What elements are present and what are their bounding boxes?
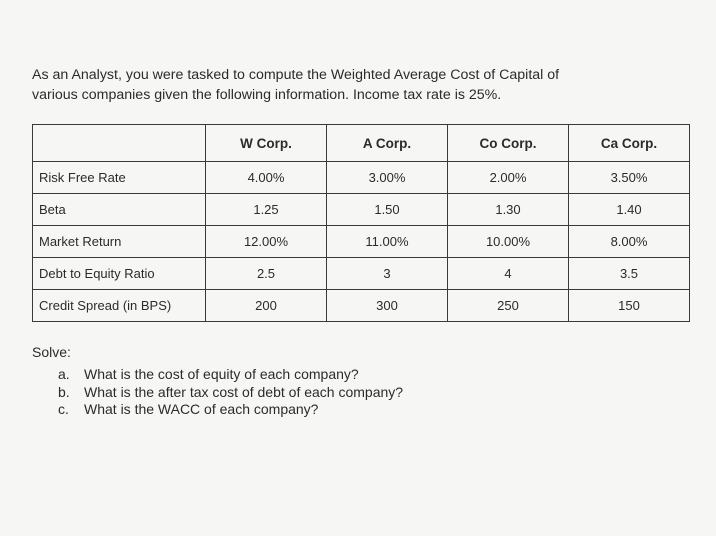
question-marker: b. xyxy=(58,383,70,400)
table-row: Market Return 12.00% 11.00% 10.00% 8.00% xyxy=(32,225,690,258)
question-text: What is the after tax cost of debt of ea… xyxy=(84,383,404,400)
problem-statement-line-1: As an Analyst, you were tasked to comput… xyxy=(32,67,560,83)
table-cell: 1.25 xyxy=(205,193,327,226)
table-cell: 3.00% xyxy=(326,161,448,194)
table-cell: 3.5 xyxy=(568,257,690,290)
company-data-table: W Corp. A Corp. Co Corp. Ca Corp. Risk F… xyxy=(32,124,690,322)
table-cell: 1.40 xyxy=(568,193,690,226)
table-cell: 1.30 xyxy=(447,193,569,226)
list-item: b. What is the after tax cost of debt of… xyxy=(58,384,403,402)
table-row: Risk Free Rate 4.00% 3.00% 2.00% 3.50% xyxy=(32,161,690,194)
header-a-corp: A Corp. xyxy=(326,124,448,162)
table-cell: 4.00% xyxy=(205,161,327,194)
table-cell: 200 xyxy=(205,289,327,322)
question-marker: c. xyxy=(58,401,69,417)
row-label: Credit Spread (in BPS) xyxy=(32,289,206,322)
row-label: Beta xyxy=(32,193,206,226)
solve-heading: Solve: xyxy=(32,344,71,360)
table-cell: 2.00% xyxy=(447,161,569,194)
table-cell: 3.50% xyxy=(568,161,690,194)
table-cell: 4 xyxy=(447,257,569,290)
header-blank xyxy=(32,124,206,162)
question-list: a. What is the cost of equity of each co… xyxy=(58,366,403,419)
question-text: What is the WACC of each company? xyxy=(84,401,319,417)
table-row: Credit Spread (in BPS) 200 300 250 150 xyxy=(32,289,690,322)
list-item: a. What is the cost of equity of each co… xyxy=(58,366,403,384)
list-item: c. What is the WACC of each company? xyxy=(58,401,403,419)
row-label: Risk Free Rate xyxy=(32,161,206,194)
header-w-corp: W Corp. xyxy=(205,124,327,162)
table-cell: 150 xyxy=(568,289,690,322)
table-row: Debt to Equity Ratio 2.5 3 4 3.5 xyxy=(32,257,690,290)
table-cell: 250 xyxy=(447,289,569,322)
question-text: What is the cost of equity of each compa… xyxy=(84,366,359,382)
problem-statement-line-2: various companies given the following in… xyxy=(32,87,502,103)
table-cell: 11.00% xyxy=(326,225,448,258)
table-header-row: W Corp. A Corp. Co Corp. Ca Corp. xyxy=(32,124,690,162)
table-cell: 300 xyxy=(326,289,448,322)
table-cell: 1.50 xyxy=(326,193,448,226)
problem-statement: As an Analyst, you were tasked to comput… xyxy=(32,65,652,105)
header-ca-corp: Ca Corp. xyxy=(568,124,690,162)
table-cell: 12.00% xyxy=(205,225,327,258)
row-label: Market Return xyxy=(32,225,206,258)
table-cell: 8.00% xyxy=(568,225,690,258)
table-cell: 2.5 xyxy=(205,257,327,290)
question-marker: a. xyxy=(58,366,70,382)
table-row: Beta 1.25 1.50 1.30 1.40 xyxy=(32,193,690,226)
table-cell: 3 xyxy=(326,257,448,290)
table-cell: 10.00% xyxy=(447,225,569,258)
header-co-corp: Co Corp. xyxy=(447,124,569,162)
row-label: Debt to Equity Ratio xyxy=(32,257,206,290)
